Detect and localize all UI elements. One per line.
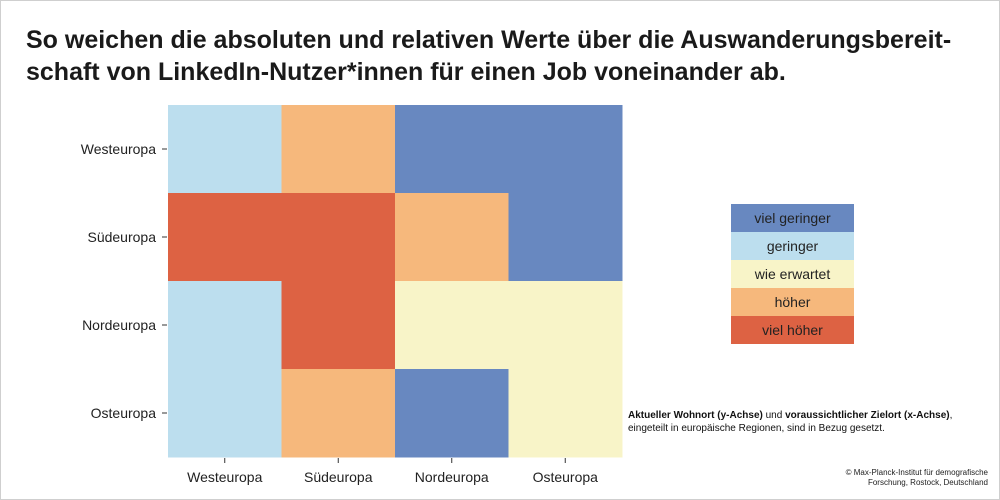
heatmap-cell — [508, 193, 623, 282]
heatmap-cell — [168, 105, 282, 194]
note-bold-1: Aktueller Wohnort (y-Achse) — [628, 410, 763, 421]
y-tick-label: Westeuropa — [81, 141, 156, 157]
heatmap-cell — [508, 281, 623, 370]
chart-title: So weichen die absoluten und relativen W… — [26, 24, 966, 88]
legend-item: viel höher — [731, 316, 854, 344]
copyright: © Max-Planck-Institut für demografische … — [770, 468, 988, 488]
y-tick-label: Südeuropa — [87, 229, 156, 245]
heatmap-cell — [395, 369, 509, 458]
note-bold-2: voraussichtlicher Zielort (x-Achse) — [785, 410, 950, 421]
chart-title-line-2: schaft von LinkedIn-Nutzer*innen für ein… — [26, 58, 786, 86]
heatmap-cell — [395, 193, 509, 282]
y-tick-label: Osteuropa — [91, 405, 157, 421]
copyright-line-2: Forschung, Rostock, Deutschland — [867, 478, 988, 487]
legend: viel geringer geringer wie erwartet höher vi… — [731, 204, 854, 344]
legend-item: viel geringer — [731, 204, 854, 232]
heatmap-cell — [395, 105, 509, 194]
legend-item: wie erwartet — [731, 260, 854, 288]
y-tick-label: Nordeuropa — [82, 317, 156, 333]
heatmap-cell — [395, 281, 509, 370]
heatmap-cell — [281, 369, 396, 458]
x-tick-label: Westeuropa — [187, 469, 262, 485]
note-line-2: eingeteilt in europäische Regionen, sind… — [628, 423, 885, 434]
note-text-2: , — [949, 410, 953, 421]
axis-note: Aktueller Wohnort (y-Achse) und voraussi… — [628, 409, 988, 435]
heatmap-cell — [281, 281, 396, 370]
x-tick-label: Südeuropa — [304, 469, 373, 485]
copyright-line-1: © Max-Planck-Institut für demografische — [845, 468, 988, 477]
x-tick-label: Osteuropa — [533, 469, 599, 485]
x-tick-label: Nordeuropa — [415, 469, 489, 485]
heatmap-cell — [281, 105, 396, 194]
chart-title-line-1: So weichen die absoluten und relativen W… — [26, 26, 952, 54]
heatmap-cell — [168, 281, 282, 370]
heatmap-cell — [168, 369, 282, 458]
legend-item: geringer — [731, 232, 854, 260]
heatmap-cell — [168, 193, 282, 282]
heatmap-cell — [508, 369, 623, 458]
legend-item: höher — [731, 288, 854, 316]
heatmap-cell — [281, 193, 396, 282]
note-text-1: und — [762, 410, 786, 421]
heatmap-cell — [508, 105, 623, 194]
